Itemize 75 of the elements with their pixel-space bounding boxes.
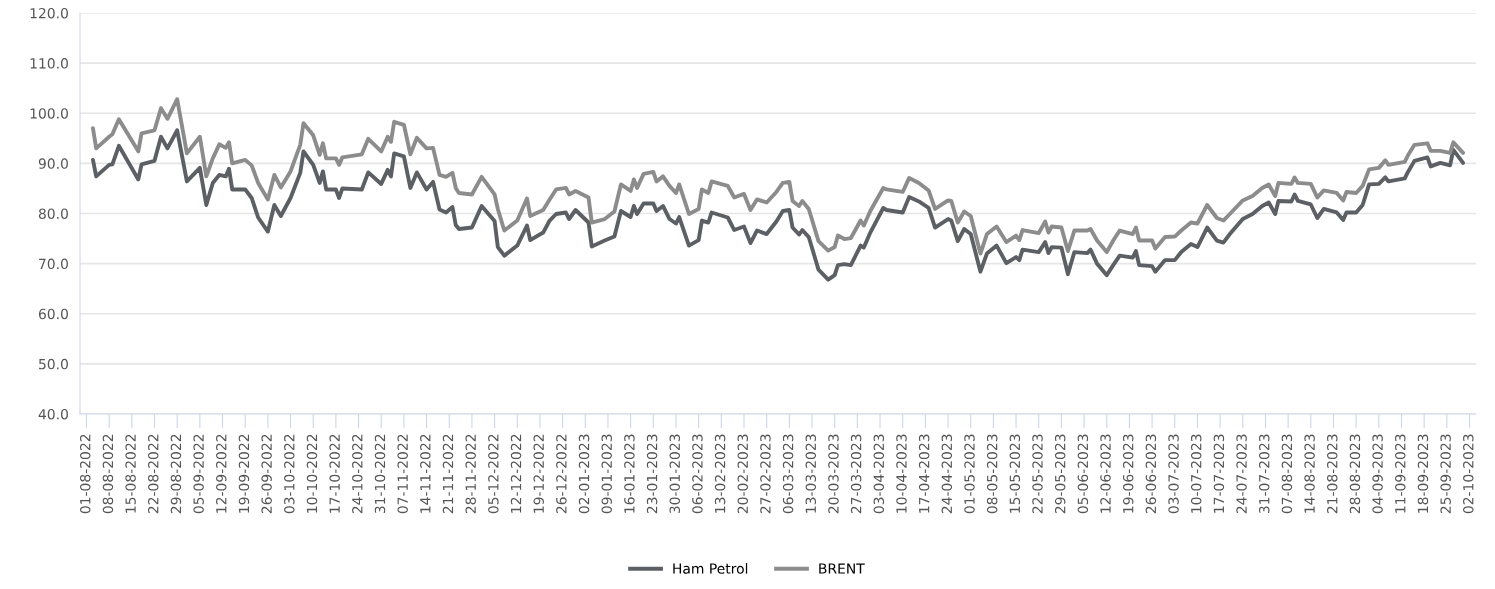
- x-tick-label: 12-09-2022: [216, 434, 227, 513]
- x-tick-label: 13-02-2023: [714, 434, 726, 513]
- x-tick-label: 06-03-2023: [782, 434, 794, 514]
- x-tick-label: 28-08-2023: [1349, 434, 1361, 514]
- x-tick-label: 11-09-2023: [1395, 434, 1406, 513]
- y-tick-label: 50.0: [39, 358, 68, 370]
- x-tick-label: 18-09-2023: [1417, 434, 1429, 513]
- x-tick-label: 19-12-2022: [533, 434, 544, 513]
- x-tick-label: 05-09-2022: [193, 434, 204, 514]
- x-tick-label: 12-12-2022: [510, 434, 522, 513]
- x-tick-label: 08-05-2023: [986, 434, 998, 514]
- x-tick-label: 24-07-2023: [1236, 434, 1247, 514]
- x-tick-label: 03-10-2022: [284, 434, 295, 514]
- x-tick-label: 31-10-2022: [374, 434, 386, 514]
- x-tick-label: 12-06-2023: [1100, 434, 1111, 513]
- x-tick-label: 14-08-2023: [1304, 434, 1315, 513]
- legend-label: BRENT: [819, 563, 865, 574]
- y-tick-label: 40.0: [38, 408, 68, 420]
- x-tick-label: 29-08-2022: [170, 434, 182, 514]
- x-tick-label: 19-06-2023: [1122, 434, 1134, 513]
- legend-label: Ham Petrol: [673, 563, 748, 574]
- x-tick-label: 30-01-2023: [669, 434, 680, 514]
- x-tick-label: 29-05-2023: [1054, 434, 1066, 514]
- line-series: [91, 97, 1465, 256]
- x-tick-label: 27-03-2023: [850, 434, 862, 514]
- x-tick-label: 22-05-2023: [1032, 434, 1043, 514]
- x-tick-label: 20-03-2023: [828, 434, 839, 514]
- x-tick-label: 08-08-2022: [102, 434, 114, 514]
- x-tick-label: 26-12-2022: [556, 434, 567, 514]
- y-tick-label: 70.0: [39, 258, 68, 270]
- y-tick-label: 100.0: [30, 108, 68, 119]
- x-tick-label: 10-10-2022: [306, 434, 318, 513]
- y-tick-label: 90.0: [38, 158, 68, 169]
- x-tick-label: 09-01-2023: [601, 434, 612, 514]
- x-tick-label: 03-04-2023: [873, 434, 885, 514]
- x-tick-label: 26-09-2022: [261, 434, 272, 514]
- x-tick-label: 13-03-2023: [805, 434, 817, 513]
- x-tick-label: 10-04-2023: [896, 434, 907, 513]
- line-series: [91, 128, 1465, 282]
- x-tick-label: 22-08-2022: [148, 434, 159, 514]
- x-tick-label: 25-09-2023: [1440, 434, 1451, 514]
- x-tick-label: 07-11-2022: [397, 434, 408, 514]
- x-tick-label: 10-07-2023: [1190, 434, 1202, 513]
- x-tick-label: 17-04-2023: [918, 434, 930, 513]
- x-tick-label: 27-02-2023: [760, 434, 771, 514]
- y-tick-label: 120.0: [30, 7, 68, 19]
- x-tick-label: 19-09-2022: [238, 434, 250, 513]
- x-tick-label: 21-11-2022: [442, 434, 454, 514]
- x-tick-label: 03-07-2023: [1168, 434, 1179, 514]
- y-tick-label: 80.0: [38, 208, 68, 219]
- x-tick-label: 14-11-2022: [420, 434, 431, 513]
- x-tick-label: 31-07-2023: [1258, 434, 1270, 514]
- x-tick-label: 01-05-2023: [964, 434, 975, 514]
- x-tick-label: 15-05-2023: [1009, 434, 1021, 513]
- x-tick-label: 24-10-2022: [352, 434, 363, 514]
- x-tick-label: 24-04-2023: [941, 434, 953, 514]
- x-tick-label: 05-12-2022: [488, 434, 499, 514]
- x-tick-label: 23-01-2023: [646, 434, 658, 514]
- x-tick-label: 02-10-2023: [1463, 434, 1474, 514]
- x-tick-label: 06-02-2023: [692, 434, 703, 514]
- x-tick-label: 17-10-2022: [329, 434, 340, 513]
- x-tick-label: 05-06-2023: [1077, 434, 1089, 514]
- x-tick-label: 16-01-2023: [624, 434, 635, 513]
- y-tick-label: 60.0: [38, 308, 68, 320]
- x-tick-label: 28-11-2022: [465, 434, 476, 514]
- y-tick-label: 110.0: [30, 58, 68, 69]
- x-tick-label: 01-08-2022: [80, 434, 91, 514]
- x-tick-label: 02-01-2023: [578, 434, 590, 514]
- x-tick-label: 26-06-2023: [1145, 434, 1157, 514]
- x-tick-label: 04-09-2023: [1372, 434, 1383, 514]
- x-tick-label: 20-02-2023: [737, 434, 749, 514]
- x-tick-label: 07-08-2023: [1281, 434, 1293, 514]
- x-tick-label: 21-08-2023: [1327, 434, 1338, 514]
- x-tick-label: 17-07-2023: [1213, 434, 1225, 513]
- x-tick-label: 15-08-2022: [125, 434, 136, 513]
